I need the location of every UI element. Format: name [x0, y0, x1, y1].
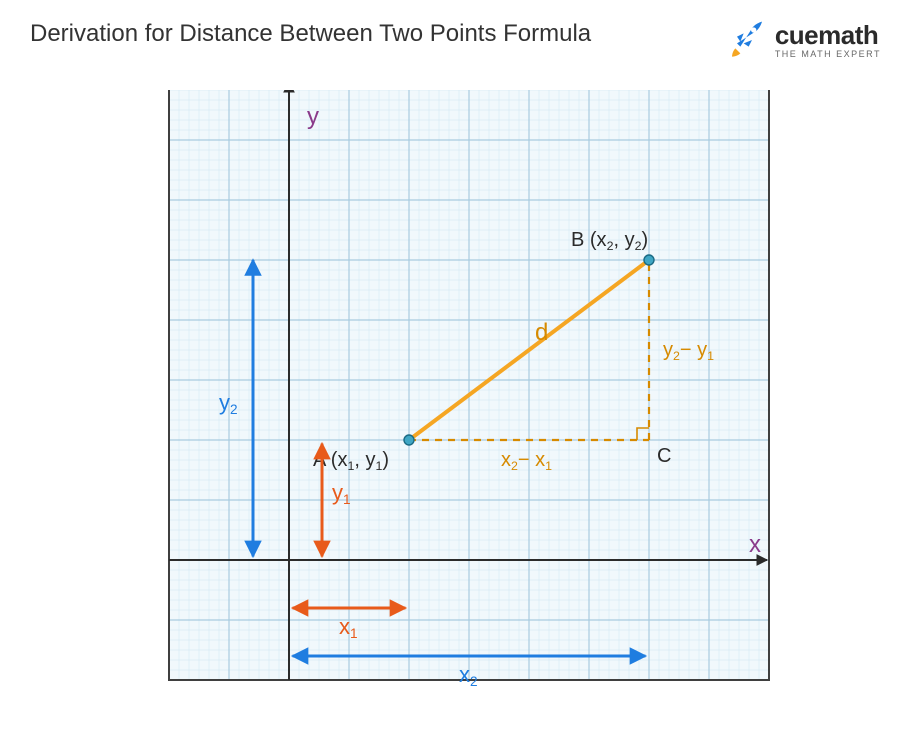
logo-sub-text: THE MATH EXPERT	[775, 50, 881, 59]
svg-text:x2− x1: x2− x1	[501, 449, 552, 473]
svg-text:C: C	[657, 445, 671, 467]
graph-svg: xyA (x1, y1)B (x2, y2)Cdx2− x1y2− y1y2y1…	[141, 90, 771, 720]
rocket-icon	[727, 20, 767, 60]
svg-text:d: d	[535, 319, 548, 346]
svg-text:y2− y1: y2− y1	[663, 339, 714, 363]
page-title: Derivation for Distance Between Two Poin…	[30, 20, 591, 48]
distance-formula-diagram: xyA (x1, y1)B (x2, y2)Cdx2− x1y2− y1y2y1…	[141, 90, 771, 720]
brand-logo: cuemath THE MATH EXPERT	[727, 20, 881, 60]
logo-main-text: cuemath	[775, 22, 881, 48]
svg-text:x: x	[749, 531, 761, 558]
svg-text:y: y	[307, 103, 319, 130]
